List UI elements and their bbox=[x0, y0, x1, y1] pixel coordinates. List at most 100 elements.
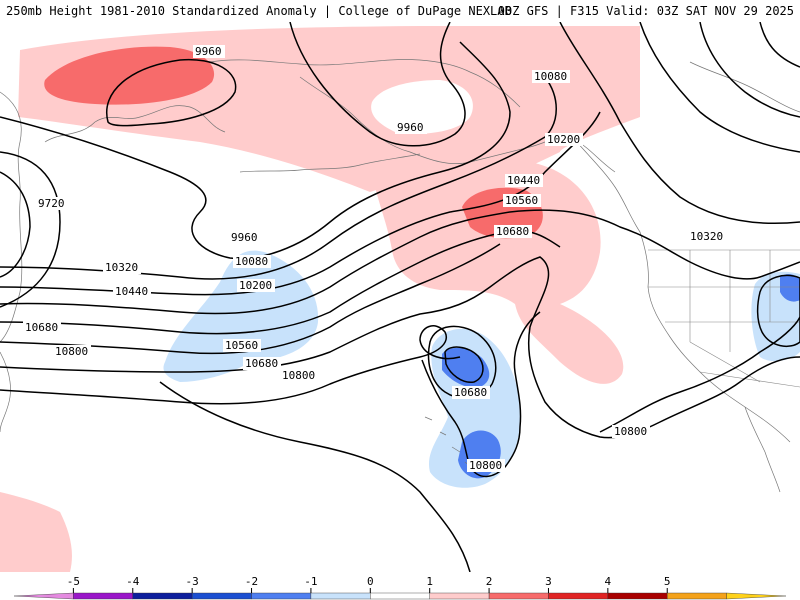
svg-text:10680: 10680 bbox=[454, 386, 487, 399]
color-swatch bbox=[310, 592, 371, 600]
contour-10800-east bbox=[599, 316, 800, 433]
contour-9720 bbox=[0, 171, 31, 278]
svg-text:10080: 10080 bbox=[534, 70, 567, 83]
neg-anomaly-core-california bbox=[780, 274, 800, 302]
contour-east-ridge-1 bbox=[559, 22, 800, 225]
svg-text:9960: 9960 bbox=[195, 45, 222, 58]
svg-text:10680: 10680 bbox=[496, 225, 529, 238]
contour-9960-aleutian bbox=[105, 58, 237, 127]
label-9720: 9720 bbox=[36, 197, 68, 210]
label-10680-gulf: 10680 bbox=[494, 225, 532, 238]
contour-east-ridge-2 bbox=[639, 22, 800, 153]
svg-text:10560: 10560 bbox=[225, 339, 258, 352]
color-swatch bbox=[251, 592, 312, 600]
mexico-border bbox=[699, 371, 800, 388]
contour-labels: 9960 9960 9960 9720 10080 10080 10200 1 bbox=[23, 45, 726, 472]
label-10680-west: 10680 bbox=[23, 321, 61, 334]
label-9960-aleutian: 9960 bbox=[193, 45, 225, 58]
color-scale-bar: -5 -4 -3 -2 -1 0 1 2 3 4 5 bbox=[0, 572, 800, 600]
svg-text:9960: 9960 bbox=[397, 121, 424, 134]
svg-text:10680: 10680 bbox=[245, 357, 278, 370]
label-10800-central: 10800 bbox=[280, 369, 318, 382]
baja-coast bbox=[744, 406, 781, 493]
color-swatch bbox=[191, 592, 252, 600]
color-swatch bbox=[132, 592, 193, 600]
svg-text:10080: 10080 bbox=[235, 255, 268, 268]
color-swatch bbox=[667, 592, 727, 600]
color-scale-tick-label: 0 bbox=[367, 575, 374, 588]
color-scale: -5 -4 -3 -2 -1 0 1 2 3 4 5 bbox=[13, 575, 787, 600]
kamchatka-coast bbox=[44, 105, 226, 143]
svg-text:10800: 10800 bbox=[469, 459, 502, 472]
svg-text:10440: 10440 bbox=[507, 174, 540, 187]
label-9960-alaska: 9960 bbox=[395, 121, 427, 134]
color-scale-tick-label: -2 bbox=[245, 575, 258, 588]
color-scale-tick-label: 5 bbox=[664, 575, 671, 588]
label-9960-southern: 9960 bbox=[229, 231, 261, 244]
color-swatch bbox=[488, 592, 549, 600]
neutral-pocket-alaska bbox=[371, 80, 473, 134]
label-10800-west: 10800 bbox=[53, 345, 91, 358]
color-scale-tick-label: -3 bbox=[186, 575, 199, 588]
label-10680-hawaii: 10680 bbox=[452, 386, 490, 399]
svg-text:10320: 10320 bbox=[690, 230, 723, 243]
color-swatch bbox=[726, 592, 787, 600]
color-scale-tick-label: -4 bbox=[126, 575, 140, 588]
color-scale-swatches bbox=[13, 592, 787, 600]
label-10080-northeast: 10080 bbox=[532, 70, 570, 83]
label-10320-east: 10320 bbox=[688, 230, 726, 243]
contour-low-california bbox=[756, 274, 800, 348]
contour-9960-alaska bbox=[289, 22, 466, 147]
color-swatch bbox=[607, 592, 668, 600]
svg-text:10800: 10800 bbox=[282, 369, 315, 382]
label-10200-north: 10200 bbox=[545, 133, 583, 146]
hawaii-islands bbox=[424, 416, 473, 469]
coastlines bbox=[0, 59, 800, 493]
contour-10080-west bbox=[0, 151, 61, 308]
label-10680-central: 10680 bbox=[243, 357, 281, 370]
color-scale-tick-label: -1 bbox=[304, 575, 317, 588]
color-scale-ticks: -5 -4 -3 -2 -1 0 1 2 3 4 5 bbox=[67, 575, 671, 593]
color-scale-tick-label: 4 bbox=[605, 575, 612, 588]
pos-anomaly-southwest bbox=[0, 492, 72, 572]
svg-text:9960: 9960 bbox=[231, 231, 258, 244]
siberia-coast bbox=[0, 91, 23, 343]
contour-10560-low bbox=[444, 346, 484, 383]
svg-text:10800: 10800 bbox=[614, 425, 647, 438]
contour-east-ridge-3 bbox=[699, 22, 800, 118]
color-swatch bbox=[548, 592, 609, 600]
label-10080-central: 10080 bbox=[233, 255, 271, 268]
color-swatch bbox=[429, 592, 490, 600]
color-scale-tick-label: -5 bbox=[67, 575, 80, 588]
color-swatch bbox=[370, 592, 430, 600]
northeast-islands bbox=[689, 61, 800, 113]
label-10560-central: 10560 bbox=[223, 339, 261, 352]
map-header: 250mb Height 1981-2010 Standardized Anom… bbox=[0, 0, 800, 22]
svg-text:9720: 9720 bbox=[38, 197, 65, 210]
contour-10560 bbox=[0, 243, 501, 355]
color-scale-tick-label: 3 bbox=[545, 575, 552, 588]
label-10800-hawaii: 10800 bbox=[467, 459, 505, 472]
neg-anomaly-central-pacific bbox=[163, 250, 319, 382]
label-10440-west: 10440 bbox=[113, 285, 151, 298]
color-scale-tick-label: 2 bbox=[486, 575, 493, 588]
anomaly-map: 9960 9960 9960 9720 10080 10080 10200 1 bbox=[0, 22, 800, 572]
label-10200-central: 10200 bbox=[237, 279, 275, 292]
contour-10800 bbox=[0, 325, 461, 405]
chukotka-coast bbox=[209, 59, 521, 108]
contour-9960-long bbox=[0, 41, 511, 260]
svg-text:10560: 10560 bbox=[505, 194, 538, 207]
color-scale-tick-label: 1 bbox=[426, 575, 433, 588]
svg-text:10320: 10320 bbox=[105, 261, 138, 274]
state-borders bbox=[648, 249, 800, 388]
contour-10800-southern bbox=[159, 381, 471, 572]
aleutian-chain bbox=[239, 153, 421, 173]
contour-10680-low bbox=[427, 325, 497, 399]
model-run-info: 00Z GFS | F315 Valid: 03Z SAT NOV 29 202… bbox=[497, 4, 794, 18]
svg-text:10200: 10200 bbox=[239, 279, 272, 292]
positive-anomaly-light bbox=[0, 26, 640, 572]
svg-text:10680: 10680 bbox=[25, 321, 58, 334]
color-swatch bbox=[13, 592, 74, 600]
svg-text:10800: 10800 bbox=[55, 345, 88, 358]
japan-coast bbox=[0, 351, 11, 433]
